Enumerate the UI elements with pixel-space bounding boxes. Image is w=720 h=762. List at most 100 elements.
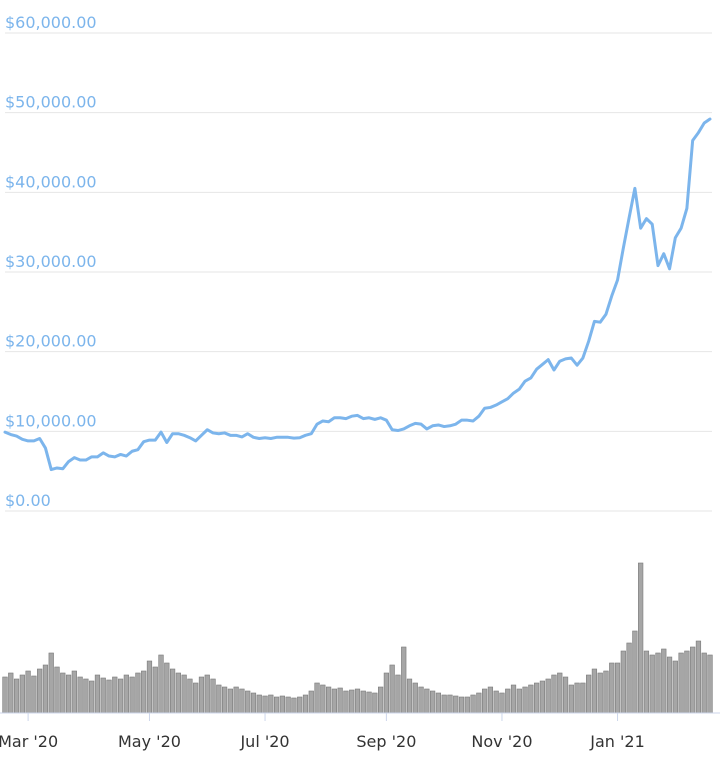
- volume-bar: [366, 691, 372, 714]
- volume-bar: [337, 687, 343, 714]
- y-tick-label: $10,000.00: [5, 411, 97, 430]
- volume-bar: [89, 680, 95, 714]
- y-tick-label: $40,000.00: [5, 172, 97, 191]
- volume-bar: [568, 684, 574, 714]
- volume-bar: [580, 682, 586, 714]
- volume-bar: [13, 678, 20, 714]
- volume-bar: [684, 650, 690, 714]
- volume-bar: [354, 688, 361, 714]
- volume-bar: [262, 695, 268, 714]
- volume-bar: [614, 662, 621, 714]
- volume-bar: [204, 674, 210, 714]
- volume-bar: [470, 694, 476, 714]
- volume-bar: [401, 646, 407, 714]
- volume-bar: [661, 648, 667, 714]
- x-tick-label: May '20: [118, 732, 181, 751]
- volume-bar: [112, 676, 118, 714]
- volume-bar: [123, 674, 129, 714]
- volume-bar: [430, 690, 436, 714]
- volume-bar: [424, 688, 430, 714]
- volume-bar: [19, 674, 25, 714]
- volume-bar: [672, 660, 678, 714]
- volume-bar: [42, 664, 49, 714]
- volume-bar: [37, 668, 43, 714]
- volume-bar: [83, 678, 89, 714]
- volume-bar: [279, 695, 285, 714]
- volume-bar: [233, 686, 239, 714]
- volume-bar: [158, 654, 164, 714]
- volume-bar: [2, 676, 8, 714]
- volume-bar: [707, 654, 713, 714]
- volume-bar: [94, 674, 101, 714]
- volume-bar: [551, 674, 557, 714]
- x-tick-label: Mar '20: [0, 732, 58, 751]
- volume-bar: [349, 689, 355, 714]
- volume-bar: [395, 674, 401, 714]
- volume-bar: [285, 696, 291, 714]
- y-tick-label: $60,000.00: [5, 13, 97, 32]
- volume-bar: [129, 676, 135, 714]
- volume-bar: [54, 666, 60, 714]
- volume-bar: [169, 668, 176, 714]
- volume-bar: [609, 662, 615, 714]
- volume-bar: [412, 682, 418, 714]
- volume-bar: [65, 674, 72, 714]
- volume-bar: [343, 690, 349, 714]
- volume-bar: [181, 674, 187, 714]
- volume-bar: [626, 642, 632, 714]
- volume-bar: [447, 694, 453, 714]
- volume-bar: [464, 696, 470, 714]
- volume-bar: [453, 695, 459, 714]
- x-tick-label: Jan '21: [589, 732, 645, 751]
- volume-bar: [198, 676, 205, 714]
- volume-bar: [493, 690, 499, 714]
- volume-bar: [701, 652, 707, 714]
- volume-bar: [268, 694, 274, 714]
- volume-bar: [135, 672, 141, 714]
- volume-bar: [528, 684, 534, 714]
- volume-bar: [291, 697, 297, 714]
- volume-bar: [320, 684, 326, 714]
- volume-bar: [146, 660, 153, 714]
- volume-bar: [389, 664, 395, 714]
- volume-bar: [482, 688, 488, 714]
- volume-bar: [632, 630, 638, 714]
- volume-bar: [557, 672, 563, 714]
- volume-bar: [458, 696, 465, 714]
- volume-bar: [221, 686, 228, 714]
- volume-bar: [117, 678, 124, 714]
- y-tick-label: $20,000.00: [5, 332, 97, 351]
- volume-bar: [649, 654, 655, 714]
- volume-bar: [690, 646, 696, 714]
- volume-bar: [297, 696, 303, 714]
- volume-bar: [71, 670, 77, 714]
- volume-bar: [441, 694, 447, 714]
- volume-bar: [562, 676, 569, 714]
- volume-bar: [638, 562, 644, 714]
- y-tick-label: $0.00: [5, 491, 51, 510]
- volume-bar: [516, 688, 522, 714]
- volume-bar: [505, 688, 511, 714]
- volume-bar: [48, 652, 54, 714]
- volume-bar: [695, 640, 702, 714]
- volume-bar: [383, 672, 390, 714]
- x-tick-label: Jul '20: [239, 732, 289, 751]
- x-tick-label: Nov '20: [471, 732, 532, 751]
- volume-bar: [31, 675, 37, 714]
- volume-bar: [378, 686, 384, 714]
- volume-bar: [210, 678, 216, 714]
- volume-bar: [591, 668, 598, 714]
- volume-bar: [302, 694, 309, 714]
- volume-bar: [164, 662, 170, 714]
- price-line: [3, 117, 712, 472]
- volume-bar: [435, 692, 442, 714]
- volume-bar: [325, 686, 332, 714]
- y-tick-label: $30,000.00: [5, 252, 97, 271]
- volume-bar: [510, 684, 517, 714]
- volume-bar: [597, 672, 603, 714]
- volume-bar: [499, 692, 505, 714]
- volume-bar: [245, 690, 251, 714]
- volume-bar: [239, 688, 245, 714]
- volume-bar: [487, 686, 494, 714]
